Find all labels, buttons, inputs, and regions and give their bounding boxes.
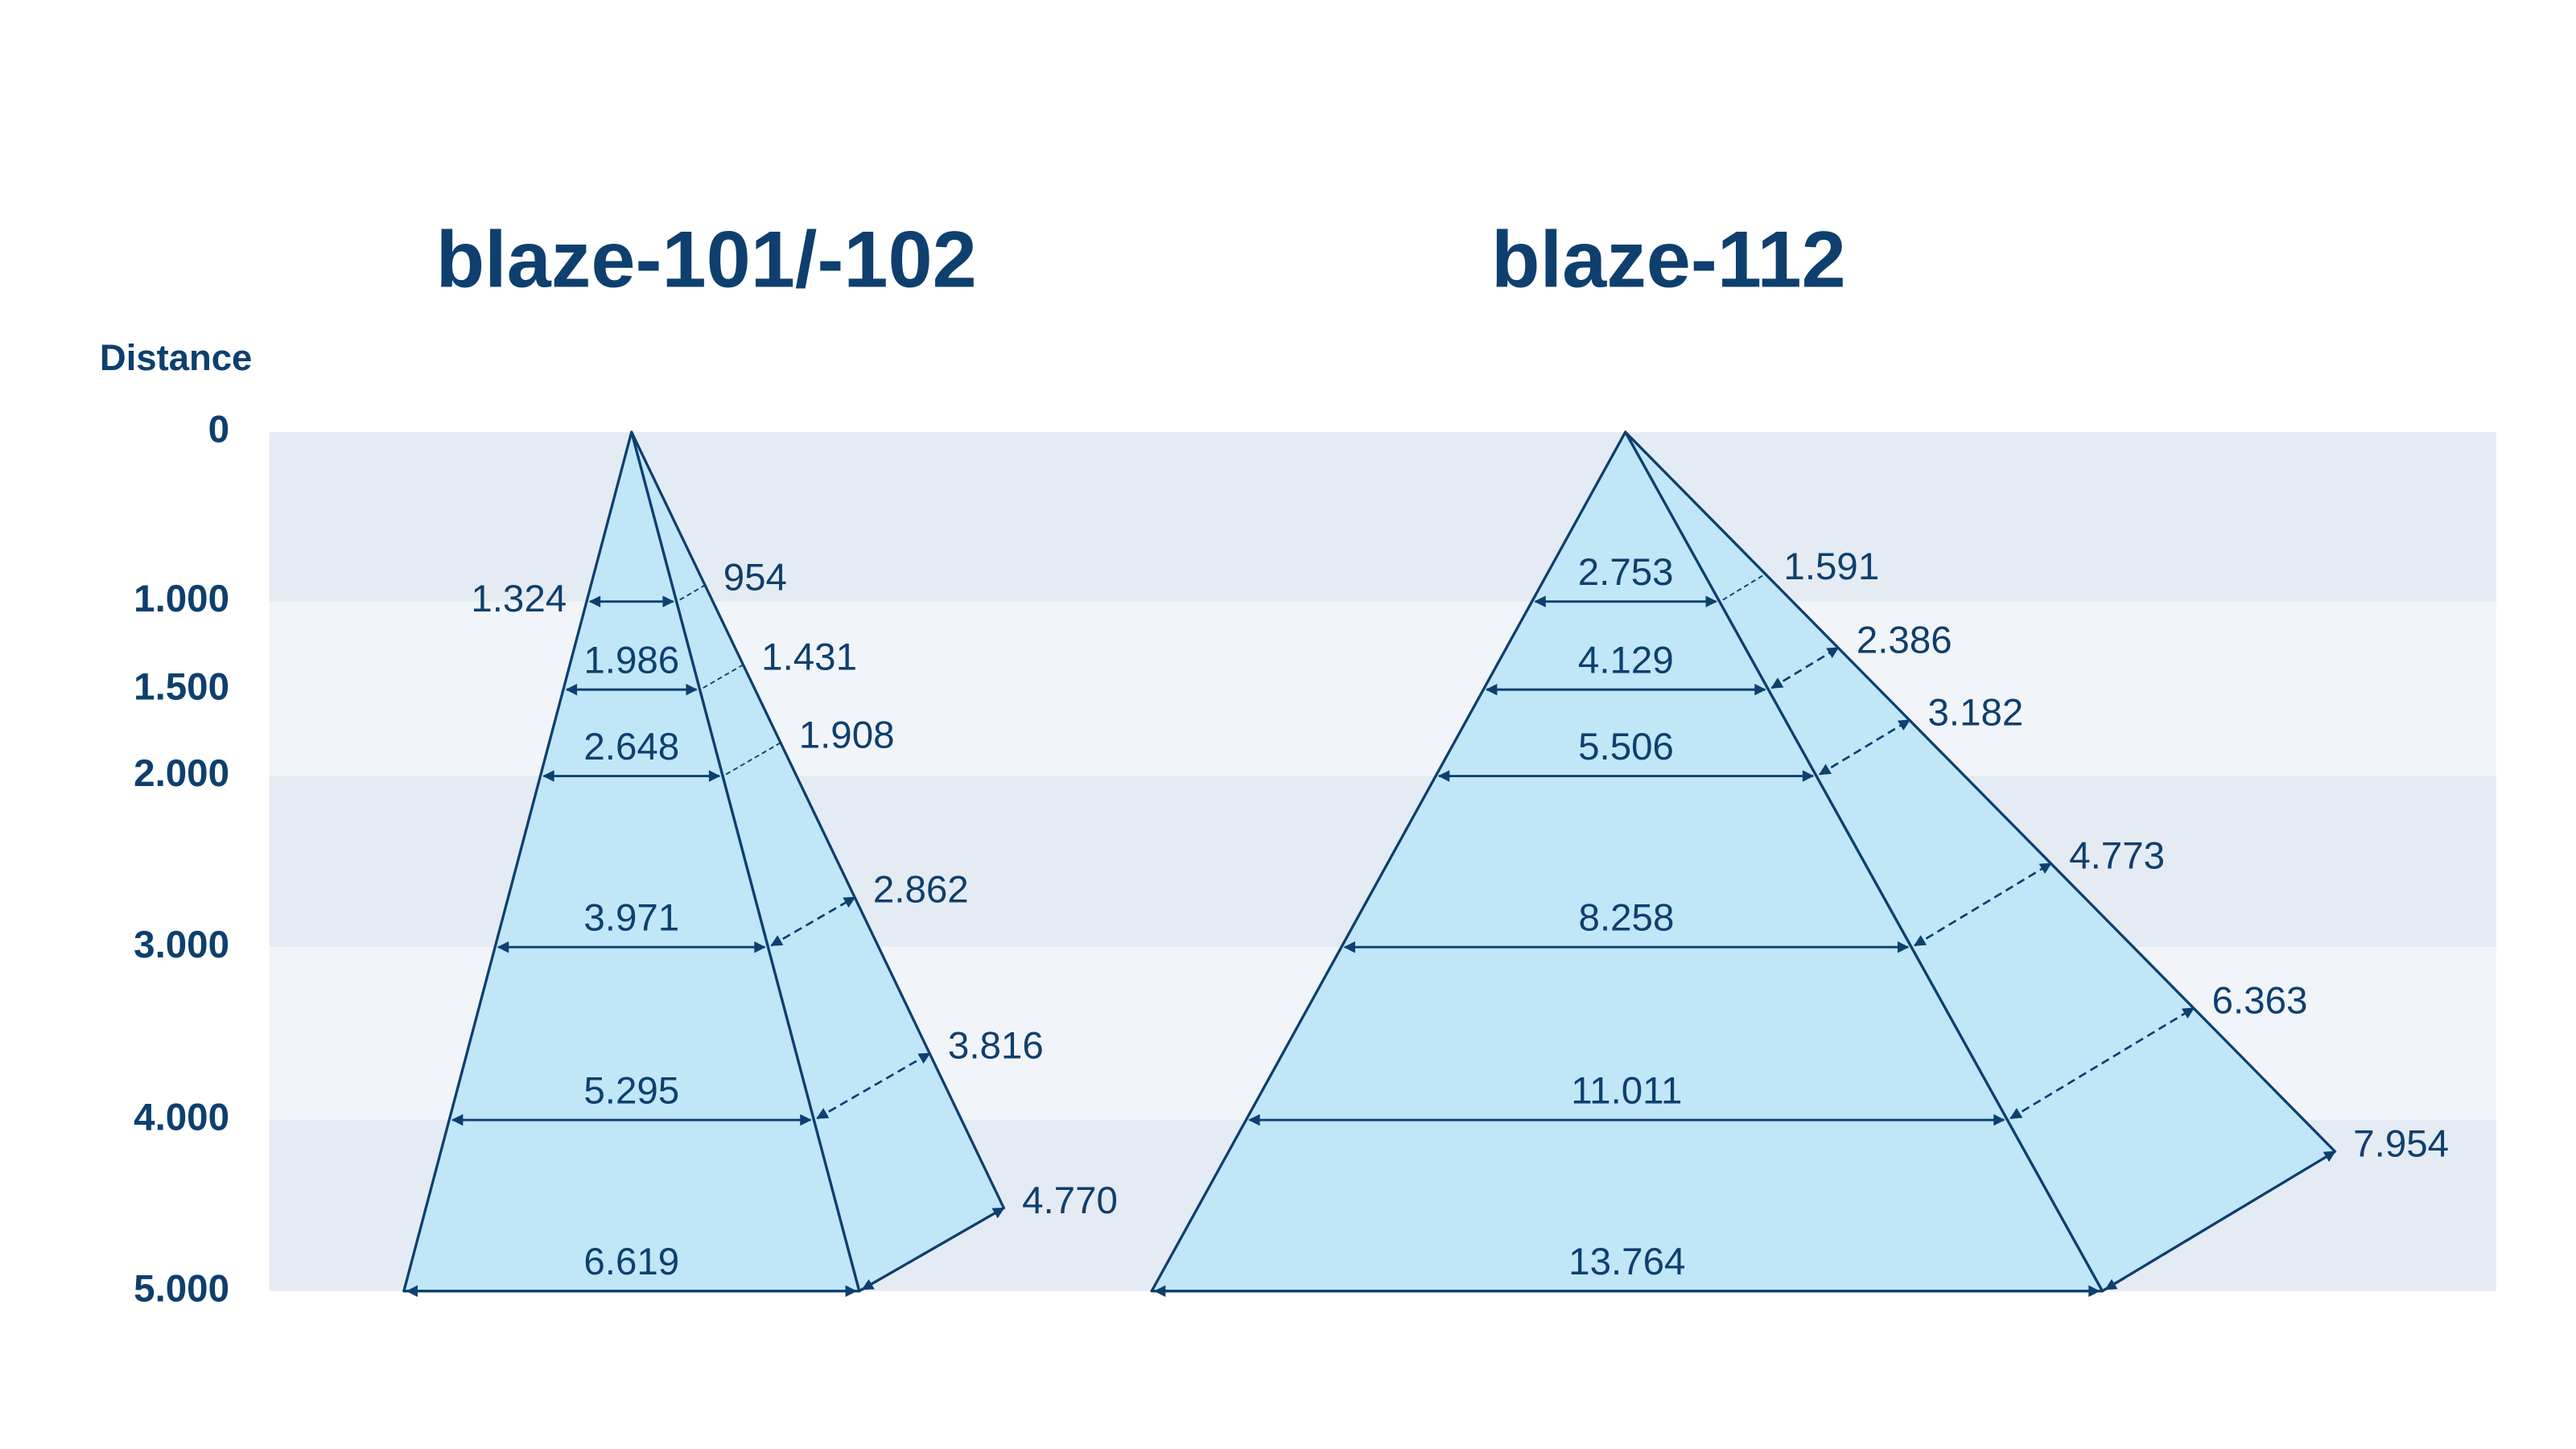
width-label: 13.764 <box>1568 1241 1685 1283</box>
depth-label: 954 <box>723 557 787 599</box>
depth-label: 7.954 <box>2353 1123 2449 1166</box>
depth-arrow <box>2104 1151 2336 1291</box>
distance-label: 0 <box>208 409 229 451</box>
depth-arrow <box>770 896 856 947</box>
depth-arrow <box>679 584 706 601</box>
depth-label: 4.770 <box>1022 1179 1118 1222</box>
pyramid-title: blaze-112 <box>1491 216 1846 305</box>
depth-arrow <box>725 742 781 776</box>
width-label: 2.753 <box>1578 551 1674 594</box>
width-label: 11.011 <box>1571 1070 1682 1113</box>
depth-label: 2.862 <box>873 869 969 912</box>
width-label: 4.129 <box>1578 640 1674 682</box>
width-label: 8.258 <box>1579 897 1675 940</box>
pyramid-title: blaze-101/-102 <box>436 216 977 305</box>
width-label: 5.506 <box>1578 726 1674 768</box>
width-label: 6.619 <box>583 1241 679 1283</box>
depth-arrow <box>2009 1006 2195 1120</box>
distance-label: 3.000 <box>134 924 229 966</box>
distance-label: 1.500 <box>134 666 229 709</box>
depth-label: 6.363 <box>2212 979 2308 1022</box>
depth-label: 1.908 <box>799 714 895 757</box>
depth-arrow <box>816 1052 931 1120</box>
depth-arrow <box>1818 718 1911 776</box>
distance-label: 5.000 <box>134 1267 229 1310</box>
axis-label: Distance <box>100 337 252 378</box>
depth-label: 1.591 <box>1783 545 1879 588</box>
distance-label: 2.000 <box>134 752 229 795</box>
depth-label: 2.386 <box>1857 619 1952 661</box>
width-label: 2.648 <box>583 726 679 768</box>
depth-label: 4.773 <box>2069 835 2165 878</box>
width-label: 1.324 <box>471 578 567 620</box>
distance-label: 4.000 <box>134 1097 229 1139</box>
width-label: 5.295 <box>583 1070 679 1113</box>
depth-label: 3.816 <box>948 1025 1044 1068</box>
depth-label: 1.431 <box>761 636 857 679</box>
depth-arrow <box>861 1207 1005 1291</box>
width-label: 3.971 <box>583 897 679 940</box>
distance-label: 1.000 <box>134 578 229 620</box>
depth-label: 3.182 <box>1928 691 2024 734</box>
width-label: 1.986 <box>583 640 679 682</box>
